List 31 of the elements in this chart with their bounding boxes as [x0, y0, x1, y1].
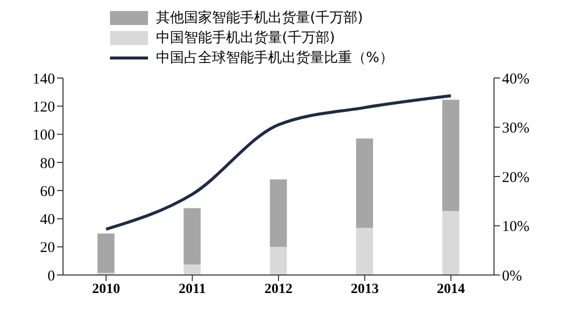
y-tick-label: 80	[40, 156, 55, 172]
y-tick-label: 60	[40, 184, 55, 200]
bar	[270, 246, 287, 275]
x-tick-label: 2011	[178, 282, 206, 297]
y2-tick-label: 0%	[502, 268, 522, 284]
x-tick-label: 2013	[350, 282, 379, 297]
x-tick-label: 2014	[436, 282, 465, 297]
y-tick-label: 120	[32, 99, 55, 116]
y-tick-label: 0	[48, 268, 55, 284]
y2-tick-label: 40%	[502, 71, 530, 88]
legend-label: 中国智能手机出货量(千万部)	[156, 29, 335, 48]
y-tick-label: 100	[32, 128, 55, 144]
bar	[442, 210, 460, 275]
bar	[270, 179, 287, 247]
y-tick-label: 40	[40, 212, 55, 228]
y2-tick-label: 10%	[502, 219, 530, 236]
bar	[356, 138, 374, 228]
y-tick-label: 20	[40, 240, 55, 256]
bar	[184, 264, 201, 275]
x-tick-label: 2010	[92, 282, 120, 297]
line-series	[104, 94, 452, 231]
bar	[356, 228, 374, 275]
y2-tick-label: 30%	[502, 120, 530, 137]
legend-label: 中国占全球智能手机出货量比重（%）	[156, 49, 394, 68]
bar	[97, 233, 114, 273]
bar	[184, 208, 201, 264]
y-tick-label: 140	[32, 71, 55, 88]
y2-tick-label: 20%	[502, 170, 530, 186]
x-tick-label: 2012	[264, 282, 292, 297]
bar	[442, 100, 460, 211]
legend-label: 其他国家智能手机出货量(千万部)	[156, 9, 363, 28]
